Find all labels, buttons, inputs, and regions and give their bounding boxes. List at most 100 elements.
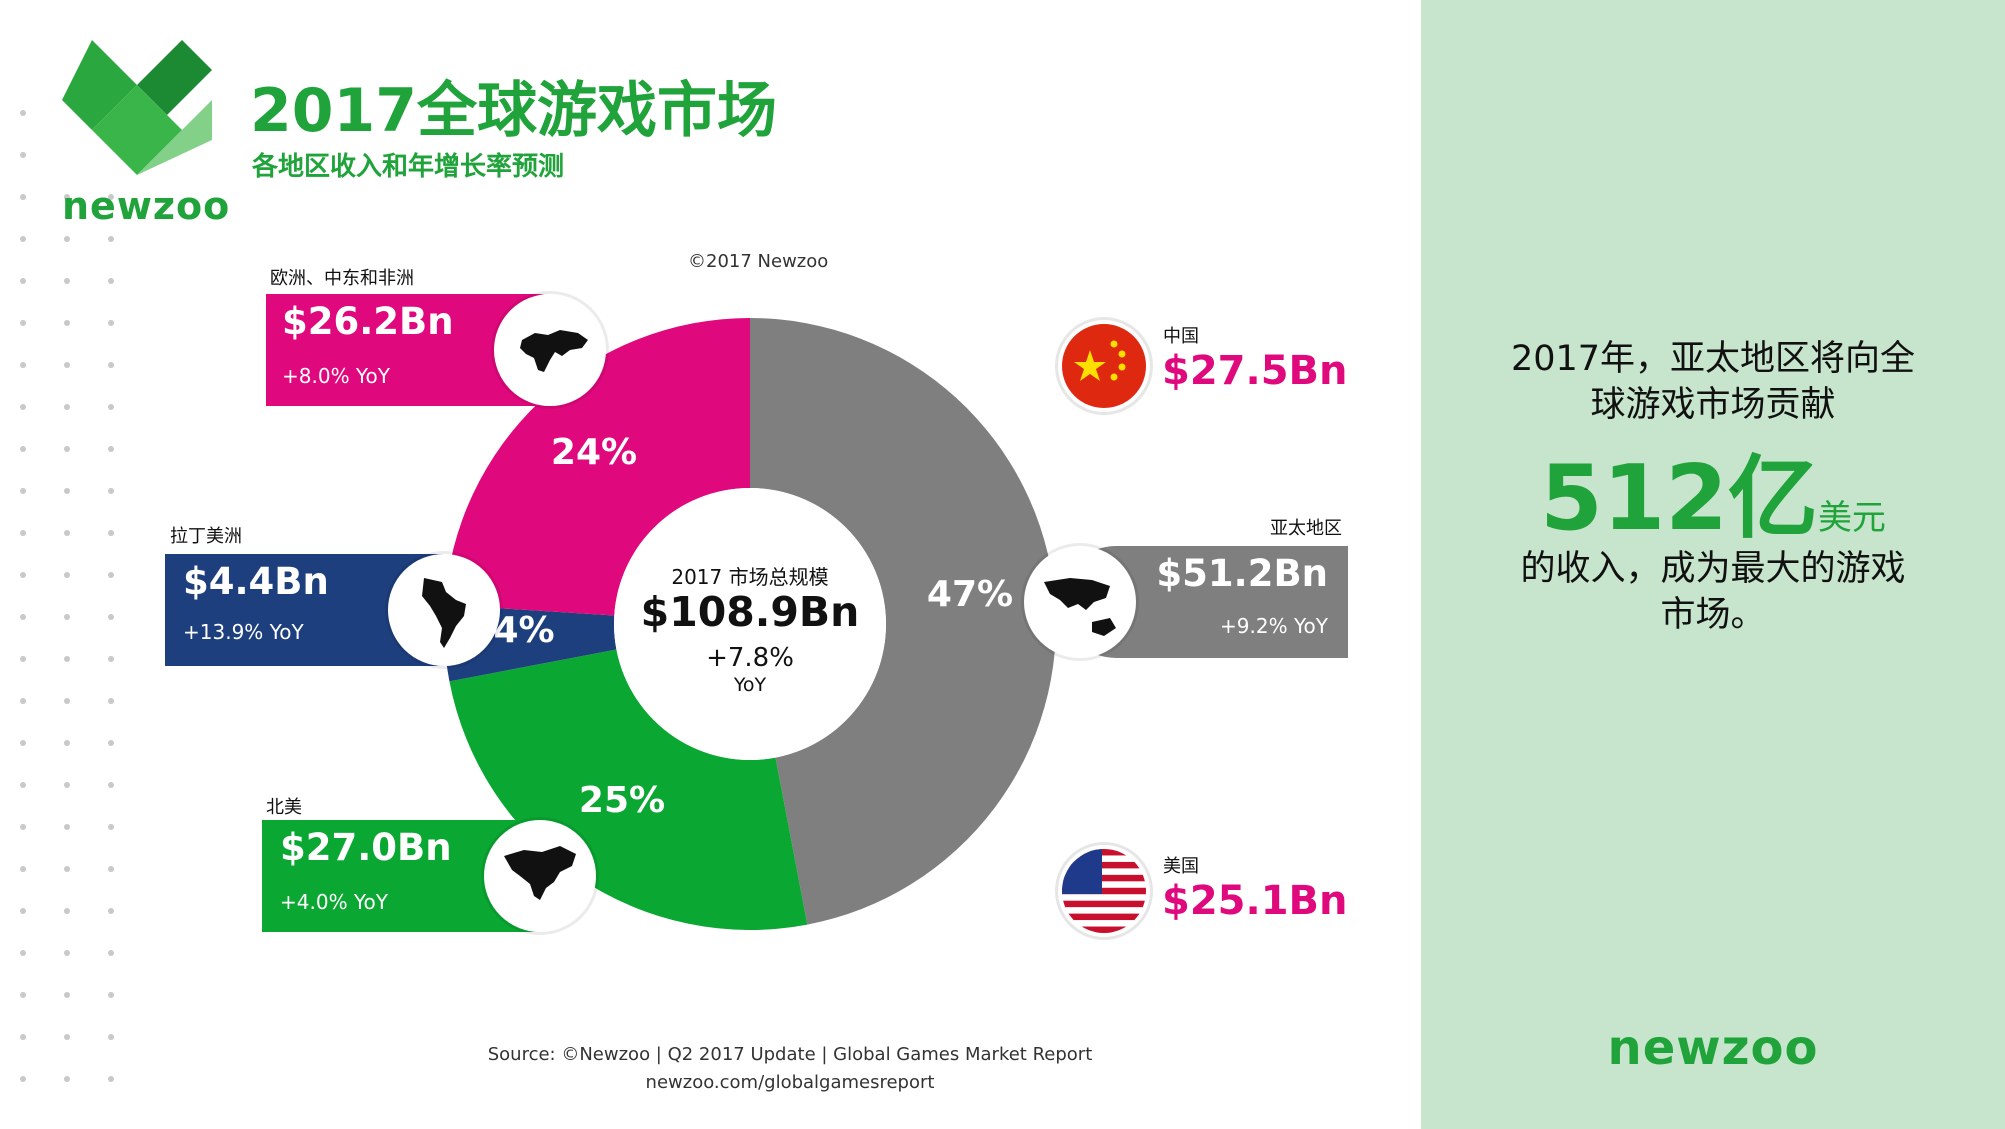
grid-dot xyxy=(20,740,26,746)
grid-dot xyxy=(108,278,114,284)
insight-panel xyxy=(1421,0,2005,1129)
grid-dot xyxy=(64,740,70,746)
grid-dot xyxy=(108,320,114,326)
grid-dot xyxy=(20,152,26,158)
grid-dot xyxy=(64,656,70,662)
grid-dot xyxy=(64,1034,70,1040)
region-name-na: 北美 xyxy=(266,797,302,818)
center-change: +7.8% xyxy=(706,643,794,673)
donut-slice xyxy=(449,649,808,930)
grid-dot xyxy=(20,278,26,284)
map-asia-pacific-icon xyxy=(1024,546,1136,658)
grid-dot xyxy=(20,866,26,872)
grid-dot xyxy=(20,1076,26,1082)
region-name-latam: 拉丁美洲 xyxy=(170,526,242,547)
grid-dot xyxy=(64,908,70,914)
newzoo-logo-icon xyxy=(62,40,212,175)
grid-dot xyxy=(108,236,114,242)
insight-highlight: 512亿美元 xyxy=(1421,425,2005,555)
country-name-usa: 美国 xyxy=(1163,856,1199,877)
grid-dot xyxy=(20,614,26,620)
grid-dot xyxy=(64,866,70,872)
grid-dot xyxy=(20,362,26,368)
grid-dot xyxy=(20,992,26,998)
grid-dot xyxy=(64,446,70,452)
region-yoy-na: +4.0% YoY xyxy=(280,890,388,914)
grid-dot xyxy=(108,866,114,872)
map-latam-icon xyxy=(388,554,500,666)
grid-dot xyxy=(20,1034,26,1040)
grid-dot xyxy=(64,698,70,704)
map-north-america-icon xyxy=(484,820,596,932)
grid-dot xyxy=(64,572,70,578)
grid-dot xyxy=(20,488,26,494)
map-emea-icon xyxy=(494,294,606,406)
grid-dot xyxy=(20,320,26,326)
grid-dot xyxy=(64,992,70,998)
grid-dot xyxy=(108,194,114,200)
region-value-emea: $26.2Bn xyxy=(282,300,454,343)
grid-dot xyxy=(108,530,114,536)
grid-dot xyxy=(108,908,114,914)
donut-slice xyxy=(750,318,1057,925)
region-yoy-apac: +9.2% YoY xyxy=(1220,614,1328,638)
grid-dot xyxy=(108,404,114,410)
grid-dot xyxy=(108,614,114,620)
insight-line-1: 2017年，亚太地区将向全 xyxy=(1510,339,1916,379)
grid-dot xyxy=(64,236,70,242)
region-value-na: $27.0Bn xyxy=(280,826,452,869)
grid-dot xyxy=(64,950,70,956)
region-name-apac: 亚太地区 xyxy=(1270,518,1342,539)
page-title: 2017全球游戏市场 xyxy=(250,76,777,146)
donut-slice xyxy=(444,318,750,616)
insight-big-unit: 美元 xyxy=(1817,498,1886,538)
grid-dot xyxy=(108,992,114,998)
grid-dot xyxy=(64,530,70,536)
china-flag-icon xyxy=(1058,320,1150,412)
region-value-apac: $51.2Bn xyxy=(1156,552,1328,595)
insight-line-4: 的收入，成为最大的游戏 xyxy=(1520,549,1906,589)
grid-dot xyxy=(20,656,26,662)
slice-percent-label: 4% xyxy=(493,610,554,651)
slice-percent-label: 25% xyxy=(579,780,665,821)
grid-dot xyxy=(20,446,26,452)
grid-dot xyxy=(20,950,26,956)
grid-dot xyxy=(64,488,70,494)
insight-line-5: 市场。 xyxy=(1660,595,1766,635)
grid-dot xyxy=(108,1076,114,1082)
grid-dot xyxy=(20,404,26,410)
country-value-usa: $25.1Bn xyxy=(1162,878,1348,924)
grid-dot xyxy=(108,488,114,494)
country-value-china: $27.5Bn xyxy=(1162,348,1348,394)
grid-dot xyxy=(108,950,114,956)
country-name-china: 中国 xyxy=(1163,326,1199,347)
grid-dot xyxy=(64,362,70,368)
grid-dot xyxy=(108,656,114,662)
grid-dot xyxy=(20,530,26,536)
grid-dot xyxy=(20,236,26,242)
grid-dot xyxy=(108,1034,114,1040)
grid-dot xyxy=(64,614,70,620)
region-name-emea: 欧洲、中东和非洲 xyxy=(270,268,414,289)
region-value-latam: $4.4Bn xyxy=(183,560,329,603)
center-label: 2017 市场总规模 xyxy=(671,565,829,589)
grid-dot xyxy=(64,782,70,788)
grid-dot xyxy=(20,782,26,788)
grid-dot xyxy=(20,194,26,200)
slice-percent-label: 24% xyxy=(551,432,637,473)
report-url: newzoo.com/globalgamesreport xyxy=(645,1072,935,1093)
logo-text: newzoo xyxy=(62,184,231,228)
grid-dot xyxy=(64,194,70,200)
grid-dot xyxy=(20,110,26,116)
grid-dot xyxy=(108,362,114,368)
grid-dot xyxy=(20,824,26,830)
grid-dot xyxy=(108,782,114,788)
insight-line-2: 球游戏市场贡献 xyxy=(1590,385,1836,425)
donut-hole xyxy=(614,488,886,760)
source-note: Source: ©Newzoo | Q2 2017 Update | Globa… xyxy=(487,1044,1093,1065)
grid-dot xyxy=(64,320,70,326)
usa-flag-icon xyxy=(1058,845,1150,937)
grid-dot xyxy=(108,572,114,578)
page-subtitle: 各地区收入和年增长率预测 xyxy=(252,152,565,182)
slice-percent-label: 47% xyxy=(927,574,1013,615)
